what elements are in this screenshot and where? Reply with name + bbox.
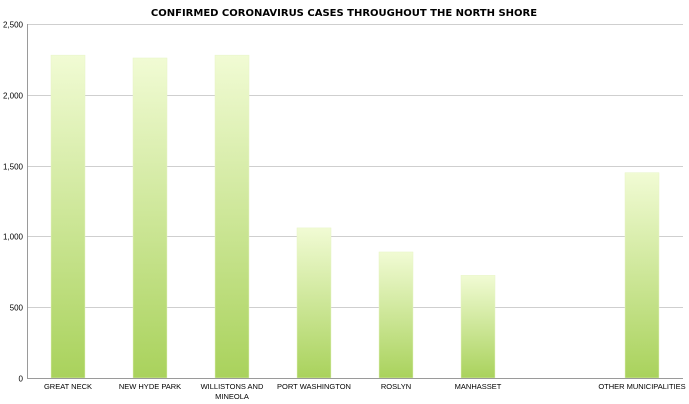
bar	[214, 54, 250, 379]
y-tick-label: 2,000	[3, 92, 24, 101]
x-tick-label: ROSLYN	[381, 382, 411, 391]
bar	[50, 54, 86, 379]
y-tick-label: 500	[10, 304, 24, 313]
y-tick-label: 2,500	[3, 21, 24, 30]
x-tick-label: NEW HYDE PARK	[119, 382, 181, 391]
x-tick-label: PORT WASHINGTON	[277, 382, 351, 391]
bar	[460, 275, 496, 379]
bar	[378, 251, 414, 379]
bar	[296, 227, 332, 379]
x-tick-label: GREAT NECK	[44, 382, 92, 391]
y-tick-label: 1,500	[3, 163, 24, 172]
chart-title: CONFIRMED CORONAVIRUS CASES THROUGHOUT T…	[151, 8, 537, 19]
bar	[132, 57, 168, 379]
bar	[624, 172, 660, 379]
x-tick-label: MANHASSET	[455, 382, 502, 391]
y-tick-label: 0	[19, 375, 24, 384]
x-tick-label: OTHER MUNICIPALITIES	[598, 382, 685, 391]
y-tick-label: 1,000	[3, 233, 24, 242]
x-tick-label: WILLISTONS AND MINEOLA	[201, 382, 264, 401]
